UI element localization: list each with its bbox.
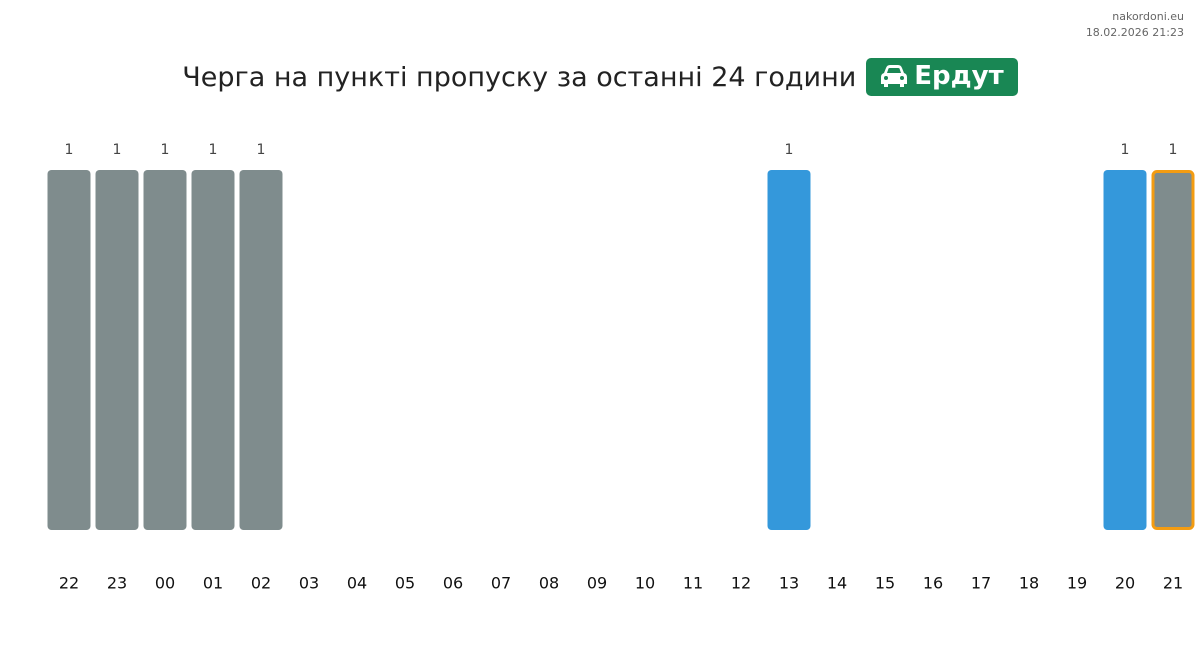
x-tick-label: 11 xyxy=(683,574,703,593)
x-tick-label: 16 xyxy=(923,574,943,593)
x-tick-label: 14 xyxy=(827,574,847,593)
value-label: 1 xyxy=(65,142,74,158)
value-label: 1 xyxy=(209,142,218,158)
value-label: 1 xyxy=(161,142,170,158)
x-tick-label: 04 xyxy=(347,574,367,593)
x-tick-label: 13 xyxy=(779,574,799,593)
x-tick-label: 19 xyxy=(1067,574,1087,593)
x-tick-label: 02 xyxy=(251,574,271,593)
bar xyxy=(191,170,235,530)
bar xyxy=(1103,170,1147,530)
bar xyxy=(143,170,187,530)
x-tick-label: 05 xyxy=(395,574,415,593)
bar xyxy=(95,170,139,530)
chart-title: Черга на пункті пропуску за останні 24 г… xyxy=(182,61,857,93)
x-tick-label: 15 xyxy=(875,574,895,593)
value-label: 1 xyxy=(113,142,122,158)
x-tick-label: 08 xyxy=(539,574,559,593)
bar xyxy=(239,170,283,530)
bar xyxy=(1151,170,1195,530)
x-tick-label: 18 xyxy=(1019,574,1039,593)
x-tick-label: 22 xyxy=(59,574,79,593)
value-label: 1 xyxy=(1121,142,1130,158)
value-label: 1 xyxy=(257,142,266,158)
x-tick-label: 17 xyxy=(971,574,991,593)
meta: nakordoni.eu 18.02.2026 21:23 xyxy=(1086,9,1184,41)
x-tick-label: 10 xyxy=(635,574,655,593)
x-tick-label: 09 xyxy=(587,574,607,593)
x-tick-label: 07 xyxy=(491,574,511,593)
badge: Ердут xyxy=(866,58,1018,96)
x-tick-label: 21 xyxy=(1163,574,1183,593)
x-tick-label: 12 xyxy=(731,574,751,593)
header: Черга на пункті пропуску за останні 24 г… xyxy=(0,58,1200,96)
bar xyxy=(47,170,91,530)
value-label: 1 xyxy=(1169,142,1178,158)
car-icon xyxy=(881,65,908,87)
x-tick-label: 01 xyxy=(203,574,223,593)
x-tick-label: 06 xyxy=(443,574,463,593)
badge-label: Ердут xyxy=(914,61,1004,91)
value-label: 1 xyxy=(785,142,794,158)
x-tick-label: 20 xyxy=(1115,574,1135,593)
x-tick-label: 00 xyxy=(155,574,175,593)
x-tick-label: 23 xyxy=(107,574,127,593)
x-tick-label: 03 xyxy=(299,574,319,593)
site: nakordoni.eu xyxy=(1112,10,1184,23)
timestamp: 18.02.2026 21:23 xyxy=(1085,26,1184,39)
bar xyxy=(767,170,811,530)
